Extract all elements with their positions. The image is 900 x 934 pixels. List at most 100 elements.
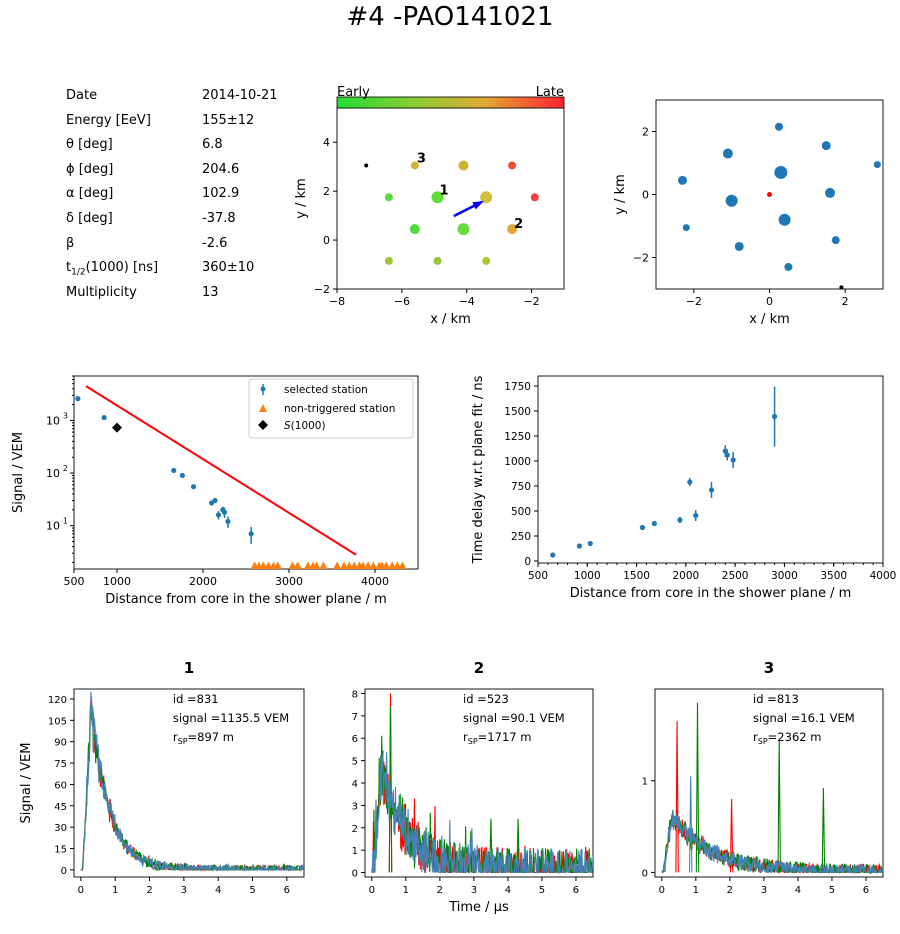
station-point (831, 236, 840, 245)
trace-annot-signal: signal =16.1 VEM (753, 711, 855, 725)
timing-point (687, 479, 693, 485)
station-marker (384, 256, 393, 265)
selected-station-point (75, 396, 81, 402)
info-value: -2.6 (202, 235, 228, 251)
x-tick-label: 4 (795, 885, 801, 896)
info-row-t12: t1/2(1000) [ns] 360±10 (66, 260, 278, 285)
info-value: -37.8 (202, 210, 236, 226)
info-value: 204.6 (202, 161, 240, 177)
trace-2-axes: 0 1 2 3 4 5 6 0 1 2 3 4 5 6 7 8 Time / μs 2 id =523 signal … (352, 659, 594, 915)
nontriggered-marker (398, 561, 407, 569)
y-tick-label: 1250 (504, 431, 531, 443)
info-row-date: Date 2014-10-21 (66, 88, 278, 113)
legend-marker-s1000 (258, 420, 268, 430)
y-tick-label: 750 (511, 481, 531, 493)
info-key: ϕ [deg] (66, 161, 114, 177)
x-tick-label: 3 (181, 885, 187, 896)
y-tick-label: 0 (524, 556, 531, 568)
nontriggered-marker (358, 561, 367, 569)
trace-title: 3 (764, 659, 774, 677)
y-tick-label: 105 (48, 716, 67, 727)
y-tick-exponent: 2 (63, 464, 68, 473)
y-tick-label: 90 (54, 738, 67, 749)
plot-frame (654, 688, 884, 878)
trace-series-pmt2 (661, 702, 883, 875)
legend-label-s1000: S(1000) (284, 420, 326, 432)
info-key: θ [deg] (66, 137, 113, 153)
legend-label-nontriggered: non-triggered station (284, 403, 395, 415)
trace-annot-id: id =831 (173, 692, 219, 706)
timing-axes: 500 1000 1500 2000 2500 3000 3500 4000 0 250 500 75… (471, 375, 896, 601)
y-tick-label: 5 (352, 757, 358, 768)
selected-station-point (171, 467, 177, 474)
info-value: 155±12 (202, 112, 255, 128)
timing-point (708, 487, 715, 493)
x-tick-label: 2 (437, 885, 443, 896)
station-label: 3 (417, 151, 426, 166)
station-marker (409, 224, 420, 235)
y-tick-label: 10 (46, 414, 60, 427)
shower-plane-axes: −2 0 2 −2 0 2 x / km y / km (613, 99, 884, 327)
x-tick-label: 0 (659, 885, 665, 896)
legend-label-selected: selected station (284, 384, 368, 396)
station-marker (508, 161, 517, 170)
station-marker (530, 193, 539, 202)
nontriggered-marker (319, 561, 328, 569)
trace-series-pmt3 (371, 752, 593, 875)
y-tick-label: 120 (48, 695, 67, 706)
info-key: t1/2(1000) [ns] (66, 260, 159, 278)
y-tick-label: 10 (46, 520, 60, 533)
legend-s-rest: (1000) (291, 420, 326, 432)
info-row-alpha: α [deg] 102.9 (66, 186, 278, 211)
timing-point (724, 452, 730, 458)
x-tick-label: 3 (471, 885, 477, 896)
info-row-multiplicity: Multiplicity 13 (66, 285, 278, 310)
info-value: 360±10 (202, 260, 255, 276)
station-point (677, 175, 687, 185)
ldf-fit-line (85, 385, 357, 556)
y-tick-label: 0 (642, 189, 649, 202)
station-marker (480, 191, 493, 204)
trace-title: 1 (184, 659, 194, 677)
nontriggered-marker (388, 561, 397, 569)
info-row-phi: ϕ [deg] 204.6 (66, 162, 278, 187)
y-axis-label: Signal / VEM (11, 432, 26, 513)
station-point (839, 285, 844, 290)
timing-point (639, 524, 646, 531)
y-tick-label: 7 (352, 712, 358, 723)
x-axis-label: Distance from core in the shower plane /… (570, 586, 852, 601)
selected-station-point (212, 497, 218, 504)
y-tick-label: 4 (323, 136, 330, 149)
y-tick-label: −2 (633, 252, 649, 265)
y-tick-label: 0 (642, 868, 648, 879)
nontriggered-marker (369, 561, 378, 569)
station-marker (384, 193, 393, 202)
y-tick-label: 45 (54, 802, 67, 813)
x-tick-label: 6 (284, 885, 290, 896)
timing-point (576, 543, 583, 549)
station-label: 1 (440, 183, 449, 198)
station-marker (458, 160, 469, 171)
timing-point (730, 457, 736, 463)
trace-annot-id: id =813 (753, 692, 799, 706)
x-tick-label: 3 (761, 885, 767, 896)
y-tick-label: 15 (54, 845, 67, 856)
trace-series-pmt2 (371, 706, 593, 874)
timing-point (651, 520, 657, 527)
y-tick-label: 250 (511, 531, 531, 543)
nontriggered-marker (303, 561, 312, 569)
trace-series-pmt2 (80, 701, 304, 872)
x-tick-label: 1000 (103, 575, 131, 588)
station-point (784, 262, 793, 271)
y-tick-label: 1500 (504, 406, 531, 418)
nontriggered-marker (340, 561, 349, 569)
y-tick-label: 2 (642, 126, 649, 139)
x-tick-label: 4000 (361, 575, 389, 588)
station-marker (431, 191, 444, 204)
plot-frame (73, 688, 305, 878)
y-tick-label: 500 (511, 506, 531, 518)
station-point (825, 187, 836, 198)
nontriggered-marker (312, 561, 321, 569)
x-tick-label: −8 (329, 295, 345, 308)
